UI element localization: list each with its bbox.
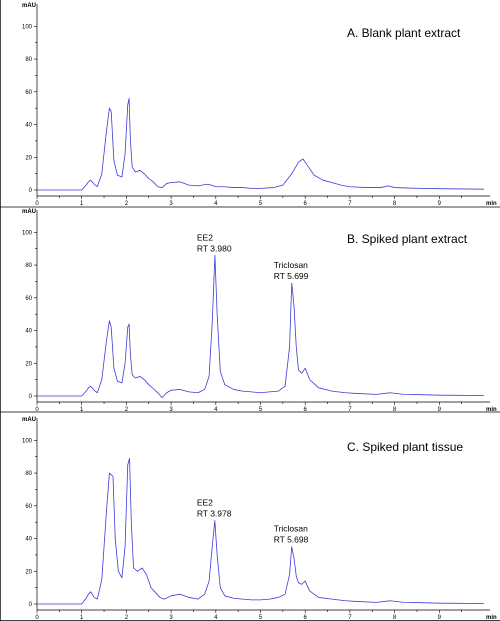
peak-label-name: Triclosan [274, 260, 308, 270]
x-tick-label: 5 [259, 201, 263, 207]
peak-label-rt: RT 3.978 [197, 509, 232, 519]
y-tick-label: 0 [29, 394, 33, 400]
chart-title: B. Spiked plant extract [347, 232, 468, 246]
peak-label-name: EE2 [197, 232, 213, 242]
chart-panel-c: 0 20 40 60 80 100 mAU 0 1 2 3 4 5 6 7 8 9 min C. Spiked pl… [22, 417, 497, 621]
x-axis-label: min [486, 201, 497, 207]
y-tick-label: 20 [25, 569, 32, 575]
y-tick-label: 20 [25, 361, 32, 367]
y-tick-label: 40 [25, 123, 32, 129]
y-tick-label: 0 [29, 602, 33, 608]
y-tick-label: 40 [25, 537, 32, 543]
chromatogram-trace [37, 98, 484, 190]
x-tick-label: 0 [35, 615, 39, 621]
chromatogram-trace [37, 255, 484, 397]
y-axis-label: mAU [22, 3, 36, 9]
chart-title: C. Spiked plant tissue [347, 440, 463, 454]
y-tick-label: 0 [29, 188, 33, 194]
x-tick-label: 5 [259, 615, 263, 621]
x-tick-label: 0 [35, 201, 39, 207]
x-tick-label: 6 [304, 201, 308, 207]
x-tick-label: 3 [169, 615, 173, 621]
chart-panel-a: 0 20 40 60 80 100 mAU 0 1 2 3 4 5 6 7 8 9 min A. Blank pla… [22, 3, 497, 207]
y-axis-label: mAU [22, 209, 36, 215]
x-tick-label: 4 [214, 201, 218, 207]
y-tick-label: 80 [25, 263, 32, 269]
x-tick-label: 4 [214, 615, 218, 621]
x-tick-label: 8 [393, 201, 397, 207]
y-tick-label: 80 [25, 57, 32, 63]
peak-label-rt: RT 3.980 [197, 243, 232, 253]
peak-label-rt: RT 5.698 [274, 535, 309, 545]
peak-label-name: EE2 [197, 498, 213, 508]
x-tick-label: 9 [438, 201, 442, 207]
x-axis-label: min [486, 407, 497, 413]
y-tick-label: 60 [25, 504, 32, 510]
y-tick-label: 100 [22, 438, 33, 444]
y-tick-label: 60 [25, 296, 32, 302]
y-tick-label: 80 [25, 471, 32, 477]
x-tick-label: 9 [438, 615, 442, 621]
peak-label-rt: RT 5.699 [274, 271, 309, 281]
x-tick-label: 1 [80, 615, 84, 621]
y-tick-label: 40 [25, 329, 32, 335]
x-tick-label: 7 [348, 201, 352, 207]
y-axis-label: mAU [22, 417, 36, 423]
x-tick-label: 3 [169, 201, 173, 207]
x-tick-label: 6 [304, 615, 308, 621]
y-tick-label: 60 [25, 90, 32, 96]
x-tick-label: 8 [393, 615, 397, 621]
y-tick-label: 100 [22, 24, 33, 30]
chromatogram-trace [37, 458, 484, 604]
chart-title: A. Blank plant extract [347, 26, 461, 40]
x-tick-label: 1 [80, 201, 84, 207]
y-tick-label: 20 [25, 155, 32, 161]
x-tick-label: 7 [348, 615, 352, 621]
x-axis-label: min [486, 615, 497, 621]
x-tick-label: 2 [125, 615, 129, 621]
y-tick-label: 100 [22, 230, 33, 236]
x-tick-label: 2 [125, 201, 129, 207]
peak-label-name: Triclosan [274, 524, 308, 534]
